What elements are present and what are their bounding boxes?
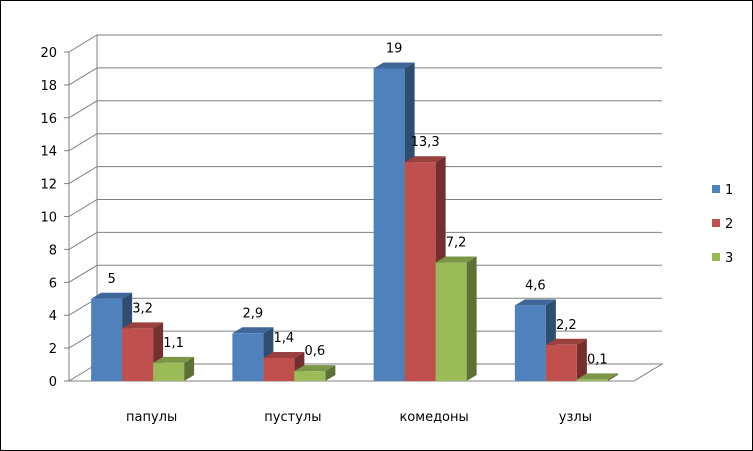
gridline bbox=[68, 264, 662, 283]
x-axis: папулы пустулы комедоны узлы bbox=[126, 410, 592, 425]
y-tick-label: 12 bbox=[40, 178, 57, 193]
category-label: пустулы bbox=[264, 410, 321, 425]
bar-series-1 bbox=[91, 298, 123, 381]
bar-series-1 bbox=[514, 305, 546, 381]
y-tick-label: 2 bbox=[49, 342, 57, 357]
bar-top-3 bbox=[153, 356, 195, 363]
gridline bbox=[68, 100, 662, 119]
data-label: 13,3 bbox=[411, 135, 440, 150]
legend: 1 2 3 bbox=[712, 183, 733, 266]
legend-label: 3 bbox=[725, 251, 733, 266]
bar-top-2 bbox=[122, 322, 164, 329]
legend-swatch-1 bbox=[712, 185, 720, 193]
bars bbox=[91, 62, 618, 381]
bar-series-2 bbox=[122, 328, 154, 381]
bar-side-3 bbox=[607, 373, 618, 381]
bar-top-1 bbox=[91, 292, 133, 299]
bar-top-2 bbox=[545, 338, 587, 345]
legend-swatch-2 bbox=[712, 219, 720, 227]
gridline bbox=[68, 67, 662, 86]
gridline bbox=[68, 133, 662, 152]
bar-top-3 bbox=[294, 365, 336, 372]
category-label: комедоны bbox=[399, 410, 468, 425]
data-label: 4,6 bbox=[525, 278, 546, 293]
bar-top-1 bbox=[514, 299, 556, 306]
data-label: 0,6 bbox=[305, 344, 326, 359]
category-label: узлы bbox=[559, 410, 592, 425]
bar-series-2 bbox=[404, 162, 436, 381]
bar-top-2 bbox=[263, 351, 305, 358]
data-label: 1,1 bbox=[163, 336, 184, 351]
bar-top-1 bbox=[373, 62, 415, 69]
data-label: 1,4 bbox=[274, 331, 295, 346]
legend-label: 1 bbox=[725, 183, 733, 198]
gridline bbox=[68, 297, 662, 316]
bar-top-3 bbox=[435, 256, 477, 263]
data-label: 3,2 bbox=[132, 301, 153, 316]
y-tick-label: 4 bbox=[49, 309, 57, 324]
bar-top-1 bbox=[232, 327, 274, 334]
legend-label: 2 bbox=[725, 217, 733, 232]
y-tick-label: 14 bbox=[40, 145, 57, 160]
data-label: 19 bbox=[386, 41, 403, 56]
gridline bbox=[68, 166, 662, 185]
y-axis: 0 2 4 6 8 10 12 14 16 18 20 bbox=[40, 46, 70, 390]
y-tick-label: 18 bbox=[40, 79, 57, 94]
bar-series-3 bbox=[576, 379, 608, 381]
gridlines bbox=[68, 34, 662, 349]
bar-series-1 bbox=[373, 68, 405, 381]
data-label: 0,1 bbox=[587, 352, 608, 367]
y-tick-label: 8 bbox=[49, 243, 57, 258]
bar-series-2 bbox=[545, 344, 577, 381]
data-label: 2,2 bbox=[556, 318, 577, 333]
data-label: 7,2 bbox=[446, 236, 467, 251]
y-tick-label: 10 bbox=[40, 211, 57, 226]
bar-side-2 bbox=[576, 338, 587, 381]
data-label: 2,9 bbox=[243, 306, 264, 321]
category-label: папулы bbox=[126, 410, 177, 425]
bar-side-3 bbox=[184, 356, 195, 381]
y-tick-label: 20 bbox=[40, 46, 57, 61]
bar-side-3 bbox=[466, 256, 477, 381]
legend-swatch-3 bbox=[712, 253, 720, 261]
y-tick-label: 0 bbox=[49, 375, 57, 390]
bar-series-3 bbox=[294, 371, 326, 381]
bar-series-1 bbox=[232, 333, 264, 381]
gridline bbox=[68, 199, 662, 217]
gridline bbox=[68, 34, 662, 53]
bar-series-3 bbox=[153, 362, 185, 381]
bar-series-3 bbox=[435, 262, 467, 381]
y-tick-label: 6 bbox=[49, 276, 57, 291]
data-labels: 5 3,2 1,1 2,9 1,4 0,6 19 13,3 7,2 4,6 2,2 0,1 bbox=[107, 41, 607, 367]
bar-series-2 bbox=[263, 357, 295, 381]
data-label: 5 bbox=[107, 272, 115, 287]
gridline bbox=[68, 231, 662, 250]
bar-top-3 bbox=[576, 373, 618, 380]
bar-side-3 bbox=[325, 365, 336, 381]
bar-top-2 bbox=[404, 156, 446, 163]
y-tick-label: 16 bbox=[40, 112, 57, 127]
